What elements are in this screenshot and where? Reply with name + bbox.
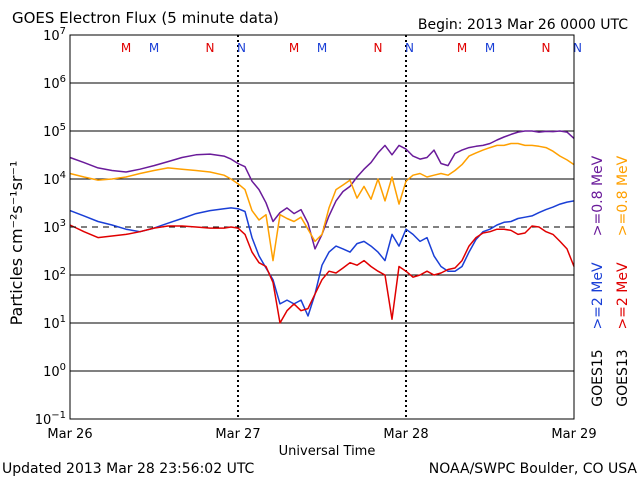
x-tick-label: Mar 27	[215, 427, 260, 442]
series-line-red	[69, 224, 575, 324]
grid-lines	[70, 82, 574, 372]
y-tick-label: 10−1	[35, 410, 66, 428]
flux-series	[69, 130, 575, 324]
noon-marker: N	[206, 41, 215, 55]
series-legend: >=0.8 MeV >=0.8 MeV >=2 MeV >=2 MeV GOES15 GO…	[590, 155, 631, 406]
goes15-label: GOES15	[590, 349, 606, 406]
y-tick-label: 102	[43, 266, 66, 284]
begin-date: Begin: 2013 Mar 26 0000 UTC	[418, 17, 628, 33]
noon-marker: N	[374, 41, 383, 55]
midnight-marker: M	[121, 41, 131, 55]
series-line-blue	[69, 200, 575, 317]
series-legend-label: >=2 MeV	[615, 262, 631, 330]
y-tick-labels: 107 106 105 104 103 102 101 100 10−1	[35, 26, 574, 428]
credit-text: NOAA/SWPC Boulder, CO USA	[429, 461, 638, 477]
y-tick-label: 104	[43, 170, 66, 188]
noon-marker: N	[573, 41, 582, 55]
updated-timestamp: Updated 2013 Mar 28 23:56:02 UTC	[2, 461, 255, 477]
noon-marker: N	[542, 41, 551, 55]
noon-marker: N	[237, 41, 246, 55]
series-line-orange	[69, 142, 575, 262]
y-axis-label: Particles cm⁻²s⁻¹sr⁻¹	[7, 161, 26, 326]
midnight-marker: M	[149, 41, 159, 55]
series-line-purple	[69, 130, 575, 250]
day-boundary-lines	[237, 35, 407, 419]
x-tick-label: Mar 28	[383, 427, 428, 442]
x-tick-label: Mar 26	[47, 427, 92, 442]
plot-frame	[69, 34, 575, 420]
y-tick-label: 105	[43, 122, 66, 140]
y-tick-label: 107	[43, 26, 66, 44]
x-tick-labels: Mar 26 Mar 27 Mar 28 Mar 29	[47, 427, 596, 442]
y-tick-label: 103	[43, 218, 66, 236]
midnight-marker: M	[485, 41, 495, 55]
y-tick-label: 106	[43, 74, 66, 92]
series-legend-label: >=0.8 MeV	[615, 155, 631, 236]
chart-title: GOES Electron Flux (5 minute data)	[12, 9, 279, 27]
y-tick-label: 101	[43, 314, 66, 332]
noon-marker: N	[405, 41, 414, 55]
series-legend-label: >=0.8 MeV	[590, 155, 606, 236]
midnight-marker: M	[289, 41, 299, 55]
goes13-label: GOES13	[615, 349, 631, 406]
x-tick-label: Mar 29	[551, 427, 596, 442]
series-legend-label: >=2 MeV	[590, 262, 606, 330]
y-tick-label: 100	[43, 362, 66, 380]
midnight-marker: M	[457, 41, 467, 55]
midnight-marker: M	[317, 41, 327, 55]
x-axis-label: Universal Time	[279, 444, 376, 459]
